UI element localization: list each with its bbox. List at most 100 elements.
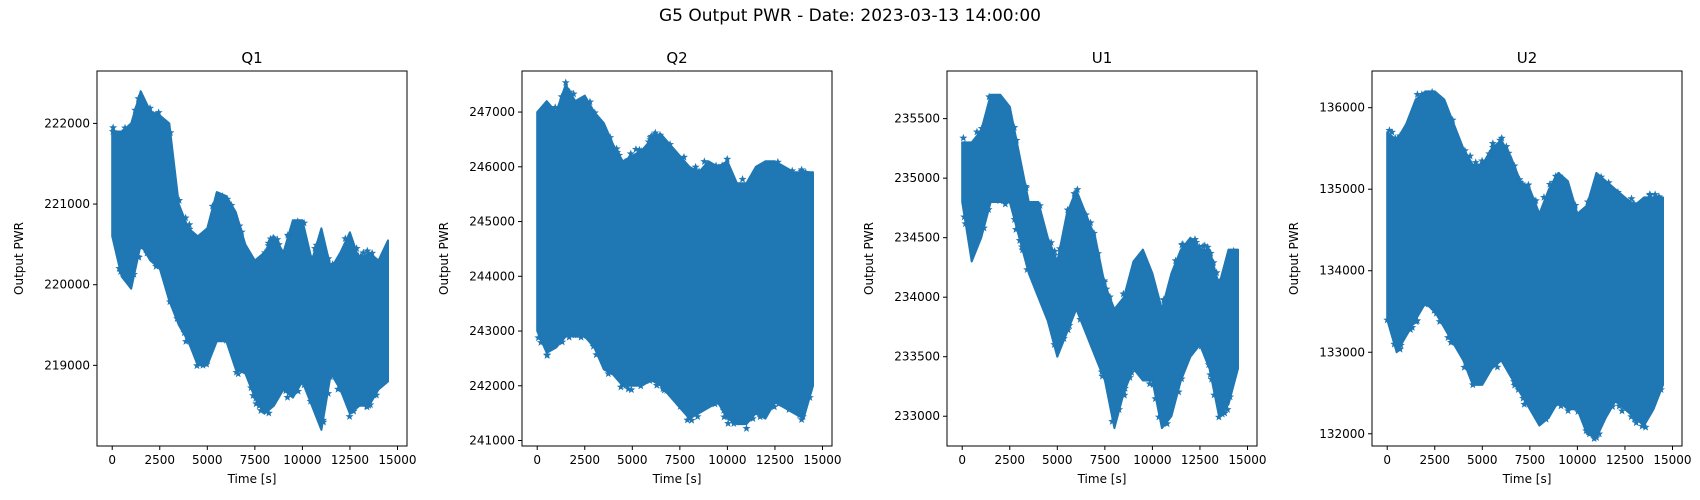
data-point (1120, 391, 1129, 399)
data-point (129, 270, 138, 278)
y-axis-label-u1: Output PWR (862, 222, 876, 295)
panel-q2: Q2 0 2500 5000 7500 10000 12500 15000 241000 2420… (425, 0, 850, 500)
data-point (131, 105, 140, 114)
data-point (137, 243, 146, 251)
data-point (1036, 201, 1044, 210)
data-point (773, 157, 782, 166)
data-point (1108, 417, 1117, 425)
data-point (165, 297, 174, 306)
data-point (319, 416, 328, 424)
data-point (1510, 161, 1519, 170)
data-point (977, 124, 986, 132)
data-point (1518, 179, 1527, 188)
data-point (756, 412, 765, 421)
data-band-q1 (111, 90, 389, 431)
data-point (134, 94, 143, 103)
data-point (662, 386, 671, 395)
data-point (198, 361, 207, 369)
data-point (1073, 185, 1082, 193)
data-point (173, 314, 182, 323)
data-point (1555, 171, 1564, 180)
data-point (1206, 249, 1215, 257)
data-point (1119, 289, 1128, 298)
data-point (184, 334, 193, 343)
data-point (985, 92, 994, 101)
data-point (1154, 412, 1163, 421)
data-point (1471, 158, 1480, 166)
data-point (349, 406, 358, 415)
data-point (1199, 242, 1208, 250)
data-point (1070, 189, 1079, 197)
data-point (788, 166, 797, 175)
data-point (1556, 401, 1565, 410)
data-point (592, 350, 601, 359)
data-point (1466, 151, 1475, 160)
data-point (283, 230, 292, 239)
panel-u2: U2 0 2500 5000 7500 10000 12500 15000 132000 1330… (1275, 0, 1700, 500)
data-point (644, 137, 653, 146)
data-point (536, 338, 545, 346)
data-point (312, 241, 321, 249)
x-tick-label: 0 (958, 453, 966, 467)
data-point (1530, 197, 1539, 205)
data-point (247, 383, 256, 392)
data-point (1210, 390, 1219, 399)
data-point (693, 412, 702, 421)
x-tick-label: 12500 (1606, 453, 1644, 467)
data-point (646, 135, 655, 144)
y-tick-label: 222000 (44, 116, 90, 130)
data-point (1212, 268, 1221, 277)
x-tick-label: 5000 (1042, 453, 1073, 467)
data-point (222, 336, 231, 344)
data-point (1430, 306, 1439, 314)
data-point (1081, 210, 1090, 219)
data-point (1413, 90, 1422, 98)
x-tick-label: 7500 (1090, 453, 1121, 467)
data-point (1120, 384, 1129, 392)
data-point (1396, 341, 1405, 349)
data-point (1542, 415, 1551, 423)
data-point (626, 149, 635, 158)
data-point (1102, 284, 1111, 293)
data-point (1220, 408, 1229, 417)
y-axis-label-q2: Output PWR (437, 222, 451, 295)
data-point (1218, 409, 1227, 418)
x-tick-label: 7500 (665, 453, 696, 467)
data-series-u2 (1383, 87, 1666, 442)
data-point (724, 419, 733, 427)
data-point (658, 384, 667, 393)
data-point (1050, 251, 1059, 259)
data-point (108, 127, 117, 135)
data-point (1448, 115, 1457, 124)
data-point (154, 108, 163, 116)
data-point (1059, 334, 1068, 342)
data-point (1654, 192, 1663, 201)
panel-q1: Q1 0 2500 5000 7500 10000 12500 15000 219000 2200… (0, 0, 425, 500)
data-point (1076, 315, 1085, 323)
x-tick-label: 5000 (617, 453, 648, 467)
data-point (1125, 373, 1134, 381)
data-point (269, 233, 278, 242)
data-point (166, 128, 175, 137)
x-tick-label: 15000 (1228, 453, 1266, 467)
data-point (1151, 394, 1160, 403)
data-point (1204, 360, 1213, 369)
data-point (181, 213, 190, 222)
y-tick-label: 219000 (44, 358, 90, 372)
data-point (1023, 265, 1032, 274)
data-point (208, 201, 217, 210)
data-point (984, 205, 993, 213)
data-point (712, 398, 721, 406)
data-point (961, 219, 970, 228)
data-point (1177, 374, 1186, 383)
data-point (1496, 136, 1505, 144)
data-point (1149, 380, 1158, 388)
data-point (252, 399, 261, 408)
x-tick-label: 7500 (1515, 453, 1546, 467)
data-point (719, 406, 728, 414)
data-point (551, 103, 560, 111)
data-series-q2 (534, 78, 814, 432)
x-tick-label: 12500 (756, 453, 794, 467)
data-point (1383, 315, 1392, 324)
data-point (1223, 405, 1232, 413)
